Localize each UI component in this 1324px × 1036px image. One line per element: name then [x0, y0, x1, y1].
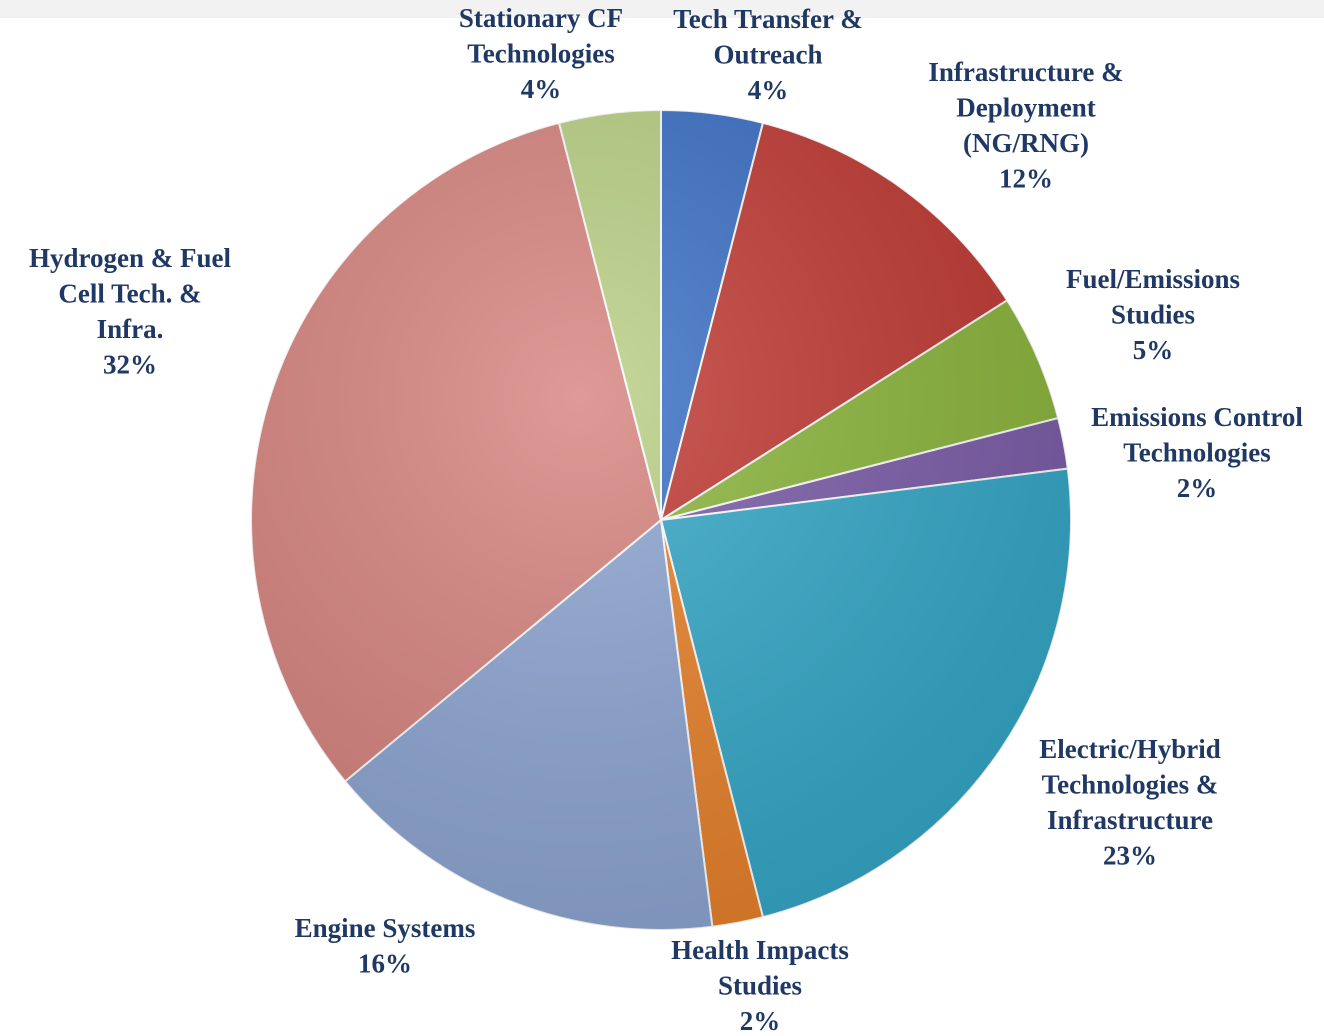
- slice-label: Electric/Hybrid: [1039, 734, 1220, 764]
- slice-label: Studies: [718, 971, 802, 1001]
- slice-label: Deployment: [956, 93, 1095, 123]
- slice-value-label: 4%: [748, 75, 789, 105]
- slice-label: Outreach: [714, 40, 823, 70]
- pie: [250, 108, 1072, 931]
- slice-label: Health Impacts: [671, 935, 849, 965]
- slice-label: Infrastructure: [1047, 805, 1213, 835]
- slice-value-label: 2%: [740, 1006, 781, 1036]
- top-bar: [0, 0, 1324, 18]
- slice-value-label: 16%: [358, 949, 412, 979]
- slice-label: Stationary CF: [459, 3, 623, 33]
- slice-label: Technologies: [1123, 438, 1271, 468]
- labels: Tech Transfer & Outreach 4% Infrastructure …: [29, 3, 1303, 1036]
- slice-label: Infrastructure &: [928, 57, 1123, 87]
- slice-label: Fuel/Emissions: [1066, 264, 1240, 294]
- slice-label: Engine Systems: [295, 913, 476, 943]
- slice-value-label: 5%: [1133, 335, 1174, 365]
- slice-label: Infra.: [97, 314, 164, 344]
- slice-value-label: 2%: [1177, 473, 1218, 503]
- slice-value-label: 4%: [521, 74, 562, 104]
- slice-label: Tech Transfer &: [673, 4, 863, 34]
- slice-label: Technologies: [467, 39, 615, 69]
- slice-value-label: 12%: [999, 164, 1053, 194]
- slice-value-label: 32%: [103, 350, 157, 380]
- slice-label: Studies: [1111, 300, 1195, 330]
- slice-value-label: 23%: [1103, 841, 1157, 871]
- slice-label: Hydrogen & Fuel: [29, 243, 231, 273]
- slice-label: Cell Tech. &: [58, 279, 201, 309]
- slice-label: Technologies &: [1042, 770, 1219, 800]
- slice-label: Emissions Control: [1091, 402, 1303, 432]
- slice-label: (NG/RNG): [963, 128, 1089, 158]
